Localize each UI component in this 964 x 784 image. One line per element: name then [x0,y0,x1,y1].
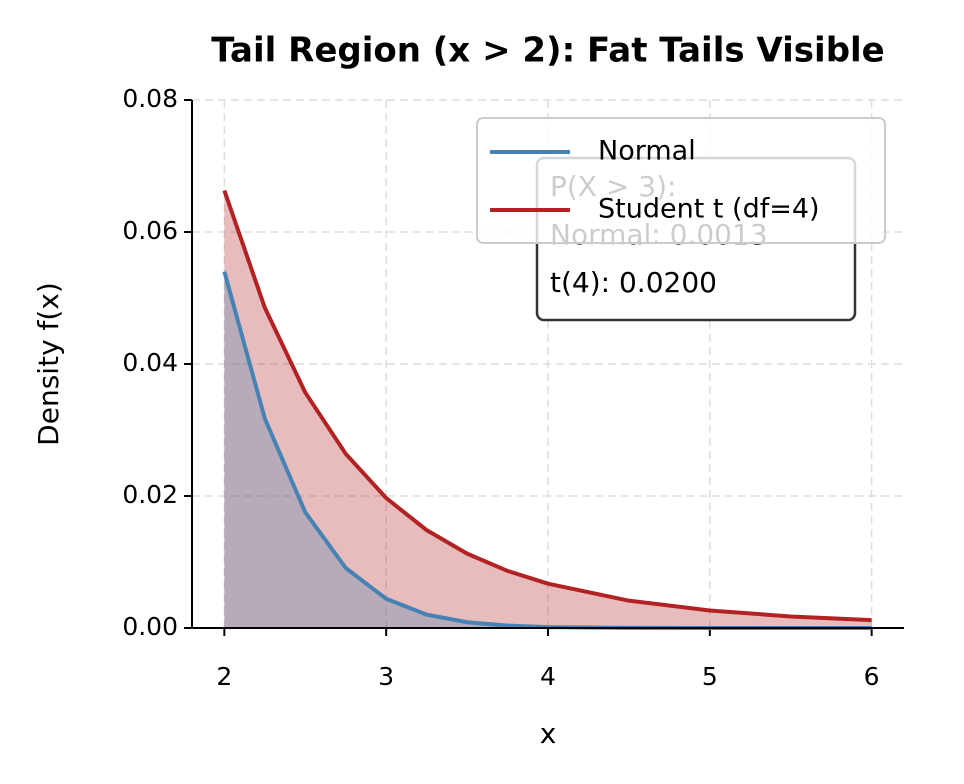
legend-label: Normal [598,136,696,167]
y-tick-label: 0.06 [122,216,178,245]
y-tick-label: 0.08 [122,84,178,113]
x-tick-label: 3 [378,662,394,691]
x-tick-label: 2 [216,662,232,691]
annotation-text: t(4): 0.0200 [550,266,717,299]
x-tick-label: 5 [702,662,718,691]
area [224,271,872,628]
x-tick-label: 6 [864,662,880,691]
chart-title: Tail Region (x > 2): Fat Tails Visible [211,31,885,71]
x-tick-label: 4 [540,662,556,691]
area [224,190,872,628]
legend-box [476,117,886,244]
y-tick-label: 0.02 [122,480,178,509]
line [222,189,872,623]
legend-label: Student t (df=4) [598,194,820,225]
x-axis-label: x [540,717,557,750]
y-tick-label: 0.00 [122,612,178,641]
y-axis-label: Density f(x) [32,282,65,446]
y-tick-label: 0.04 [122,348,178,377]
